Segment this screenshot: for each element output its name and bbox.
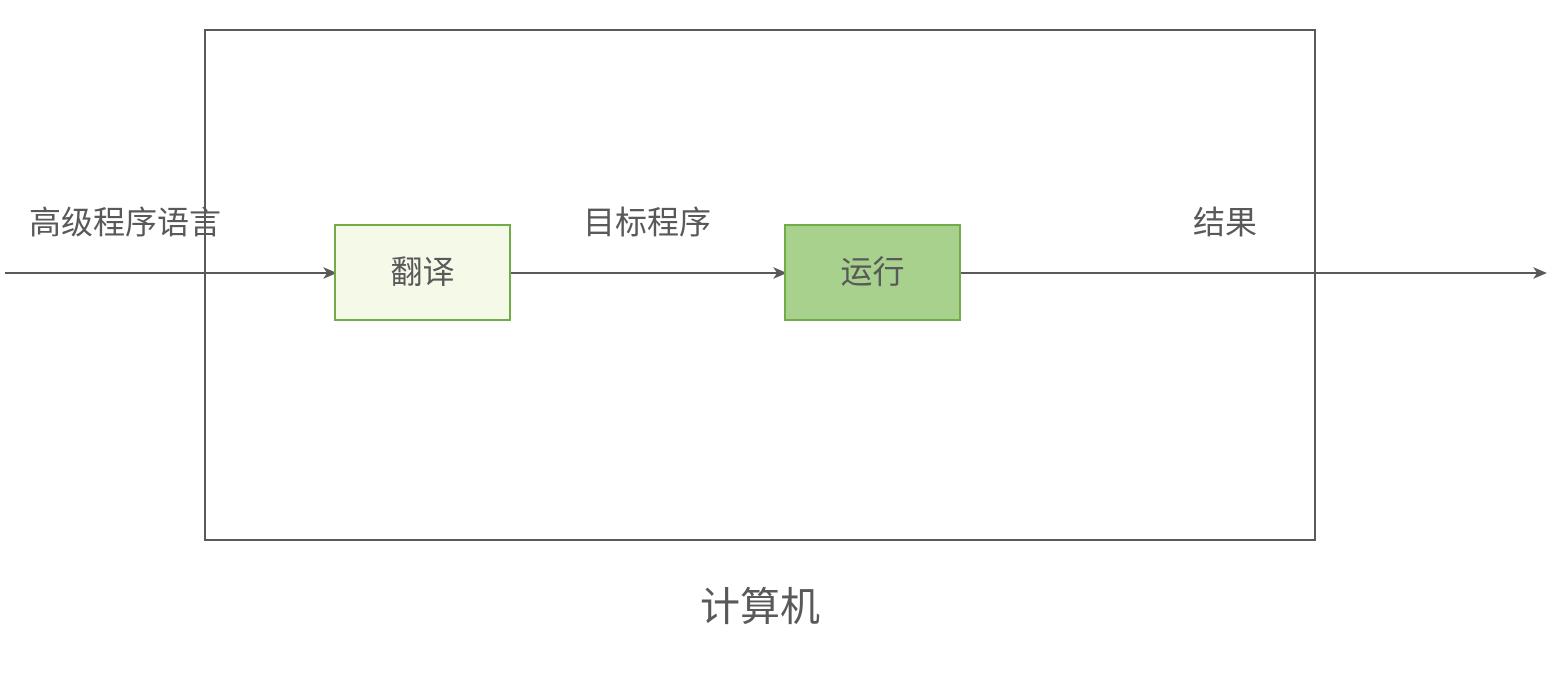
node-run: 运行 — [785, 225, 960, 320]
node-translate-label: 翻译 — [390, 254, 454, 290]
node-run-label: 运行 — [840, 254, 904, 290]
arrow-input-label: 高级程序语言 — [29, 204, 221, 240]
arrow-labels-group: 高级程序语言 目标程序 结果 — [29, 204, 1257, 240]
arrow-result-label: 结果 — [1193, 204, 1257, 240]
node-translate: 翻译 — [335, 225, 510, 320]
computer-container-label: 计算机 — [700, 586, 820, 630]
flowchart-diagram: 翻译 运行 高级程序语言 目标程序 结果 计算机 — [0, 0, 1552, 680]
arrow-target-label: 目标程序 — [583, 204, 711, 240]
